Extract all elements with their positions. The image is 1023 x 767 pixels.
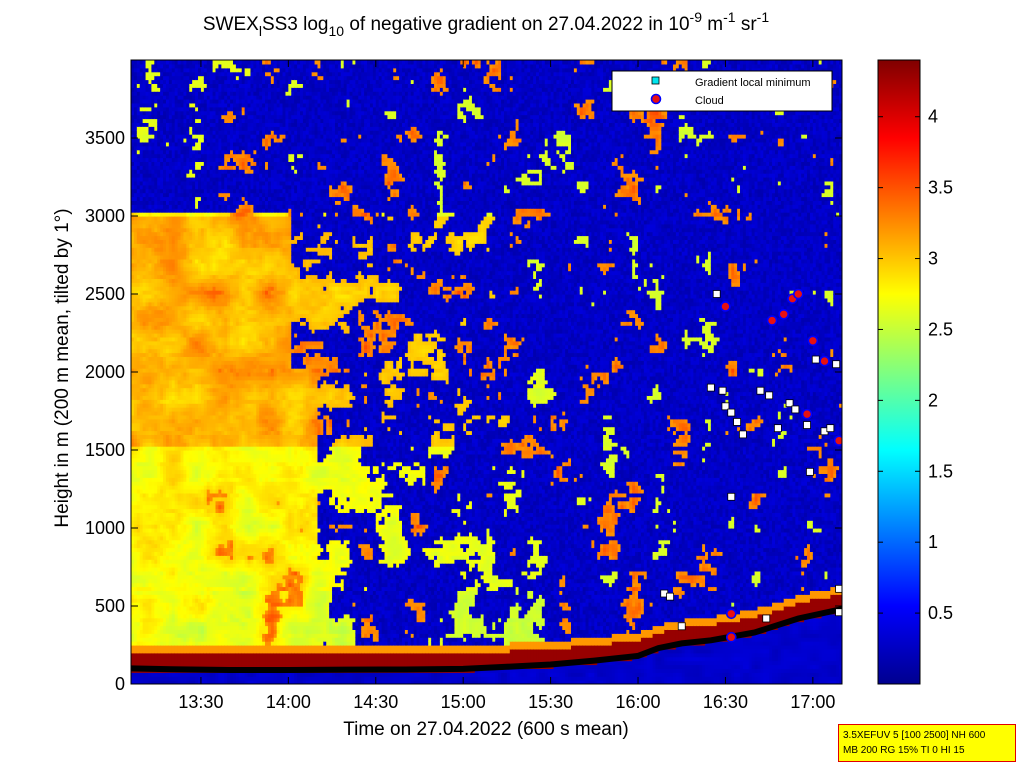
heatmap-plot-area bbox=[131, 60, 844, 685]
chart-title: SWEXlSS3 log10 of negative gradient on 2… bbox=[203, 9, 769, 39]
heatmap-cells bbox=[131, 60, 843, 685]
